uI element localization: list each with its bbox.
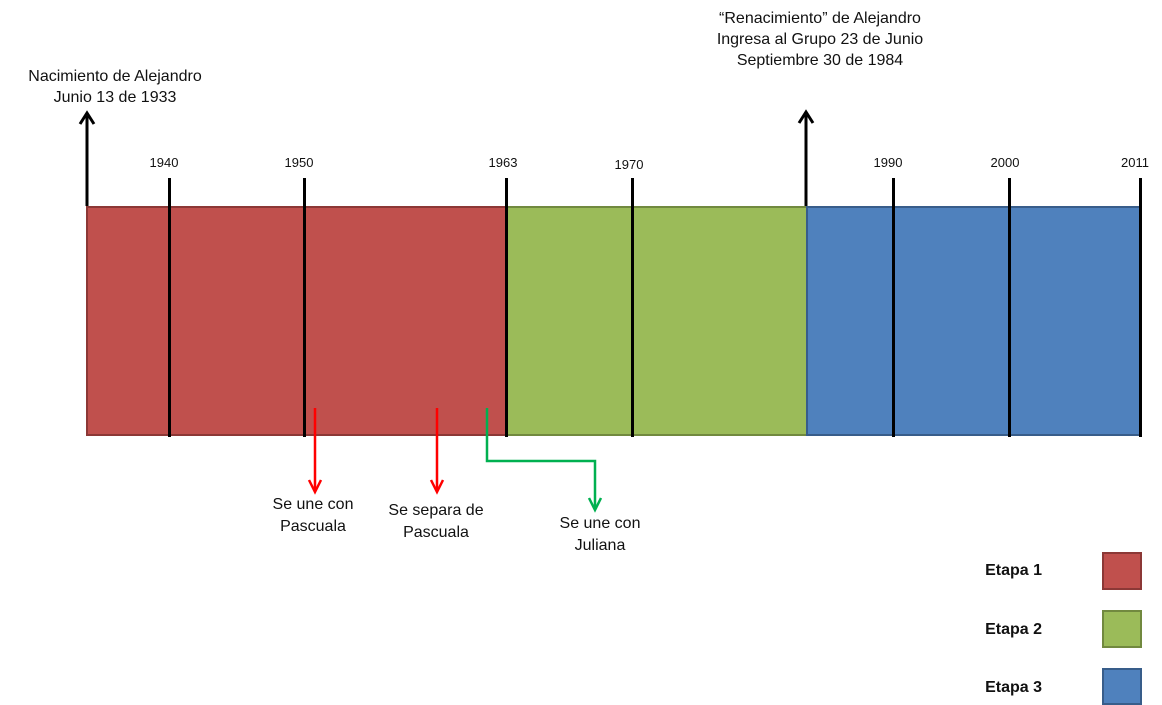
legend-label-stage-3: Etapa 3 (985, 679, 1042, 696)
event-arrow-red-icon (307, 408, 323, 495)
rebirth-annotation: “Renacimiento” de Alejandro Ingresa al G… (690, 8, 950, 71)
year-label: 1963 (488, 155, 518, 170)
year-label: 1990 (873, 155, 903, 170)
legend-swatch-stage-2 (1102, 610, 1142, 648)
rebirth-title: “Renacimiento” de Alejandro (719, 10, 921, 27)
year-label: 1940 (149, 155, 179, 170)
legend-swatch-stage-3 (1102, 668, 1142, 705)
birth-date: Junio 13 de 1933 (53, 89, 177, 106)
birth-annotation: Nacimiento de Alejandro Junio 13 de 1933 (12, 66, 218, 108)
rebirth-group: Ingresa al Grupo 23 de Junio (716, 31, 924, 48)
event-label: Se une con Pascuala (243, 494, 383, 538)
tick-1970 (631, 178, 634, 437)
rebirth-arrow-icon (797, 109, 815, 206)
event-arrow-green-icon (485, 408, 603, 513)
rebirth-date: Septiembre 30 de 1984 (736, 52, 904, 69)
event-label-line: Pascuala (280, 518, 346, 535)
event-label-line: Pascuala (403, 524, 469, 541)
event-label: Se separa de Pascuala (366, 500, 506, 544)
stage-3-band (806, 206, 1142, 436)
event-label-line: Se separa de (388, 502, 484, 519)
birth-arrow-icon (78, 110, 96, 206)
tick-1950 (303, 178, 306, 437)
legend-swatch-stage-1 (1102, 552, 1142, 590)
tick-1940 (168, 178, 171, 437)
legend-label-stage-1: Etapa 1 (985, 562, 1042, 579)
birth-title: Nacimiento de Alejandro (28, 68, 202, 85)
tick-2011 (1139, 178, 1142, 437)
stage-1-band (86, 206, 508, 436)
tick-2000 (1008, 178, 1011, 437)
event-label-line: Se une con (559, 515, 641, 532)
event-label-line: Juliana (574, 537, 626, 554)
year-label: 2000 (990, 155, 1020, 170)
event-label-line: Se une con (272, 496, 354, 513)
year-label: 1970 (614, 157, 644, 172)
tick-1990 (892, 178, 895, 437)
event-label: Se une con Juliana (530, 513, 670, 557)
legend-label-stage-2: Etapa 2 (985, 621, 1042, 638)
year-label: 2011 (1121, 155, 1149, 170)
event-arrow-red-icon (429, 408, 445, 495)
tick-1963 (505, 178, 508, 437)
year-label: 1950 (284, 155, 314, 170)
stage-2-band (506, 206, 808, 436)
